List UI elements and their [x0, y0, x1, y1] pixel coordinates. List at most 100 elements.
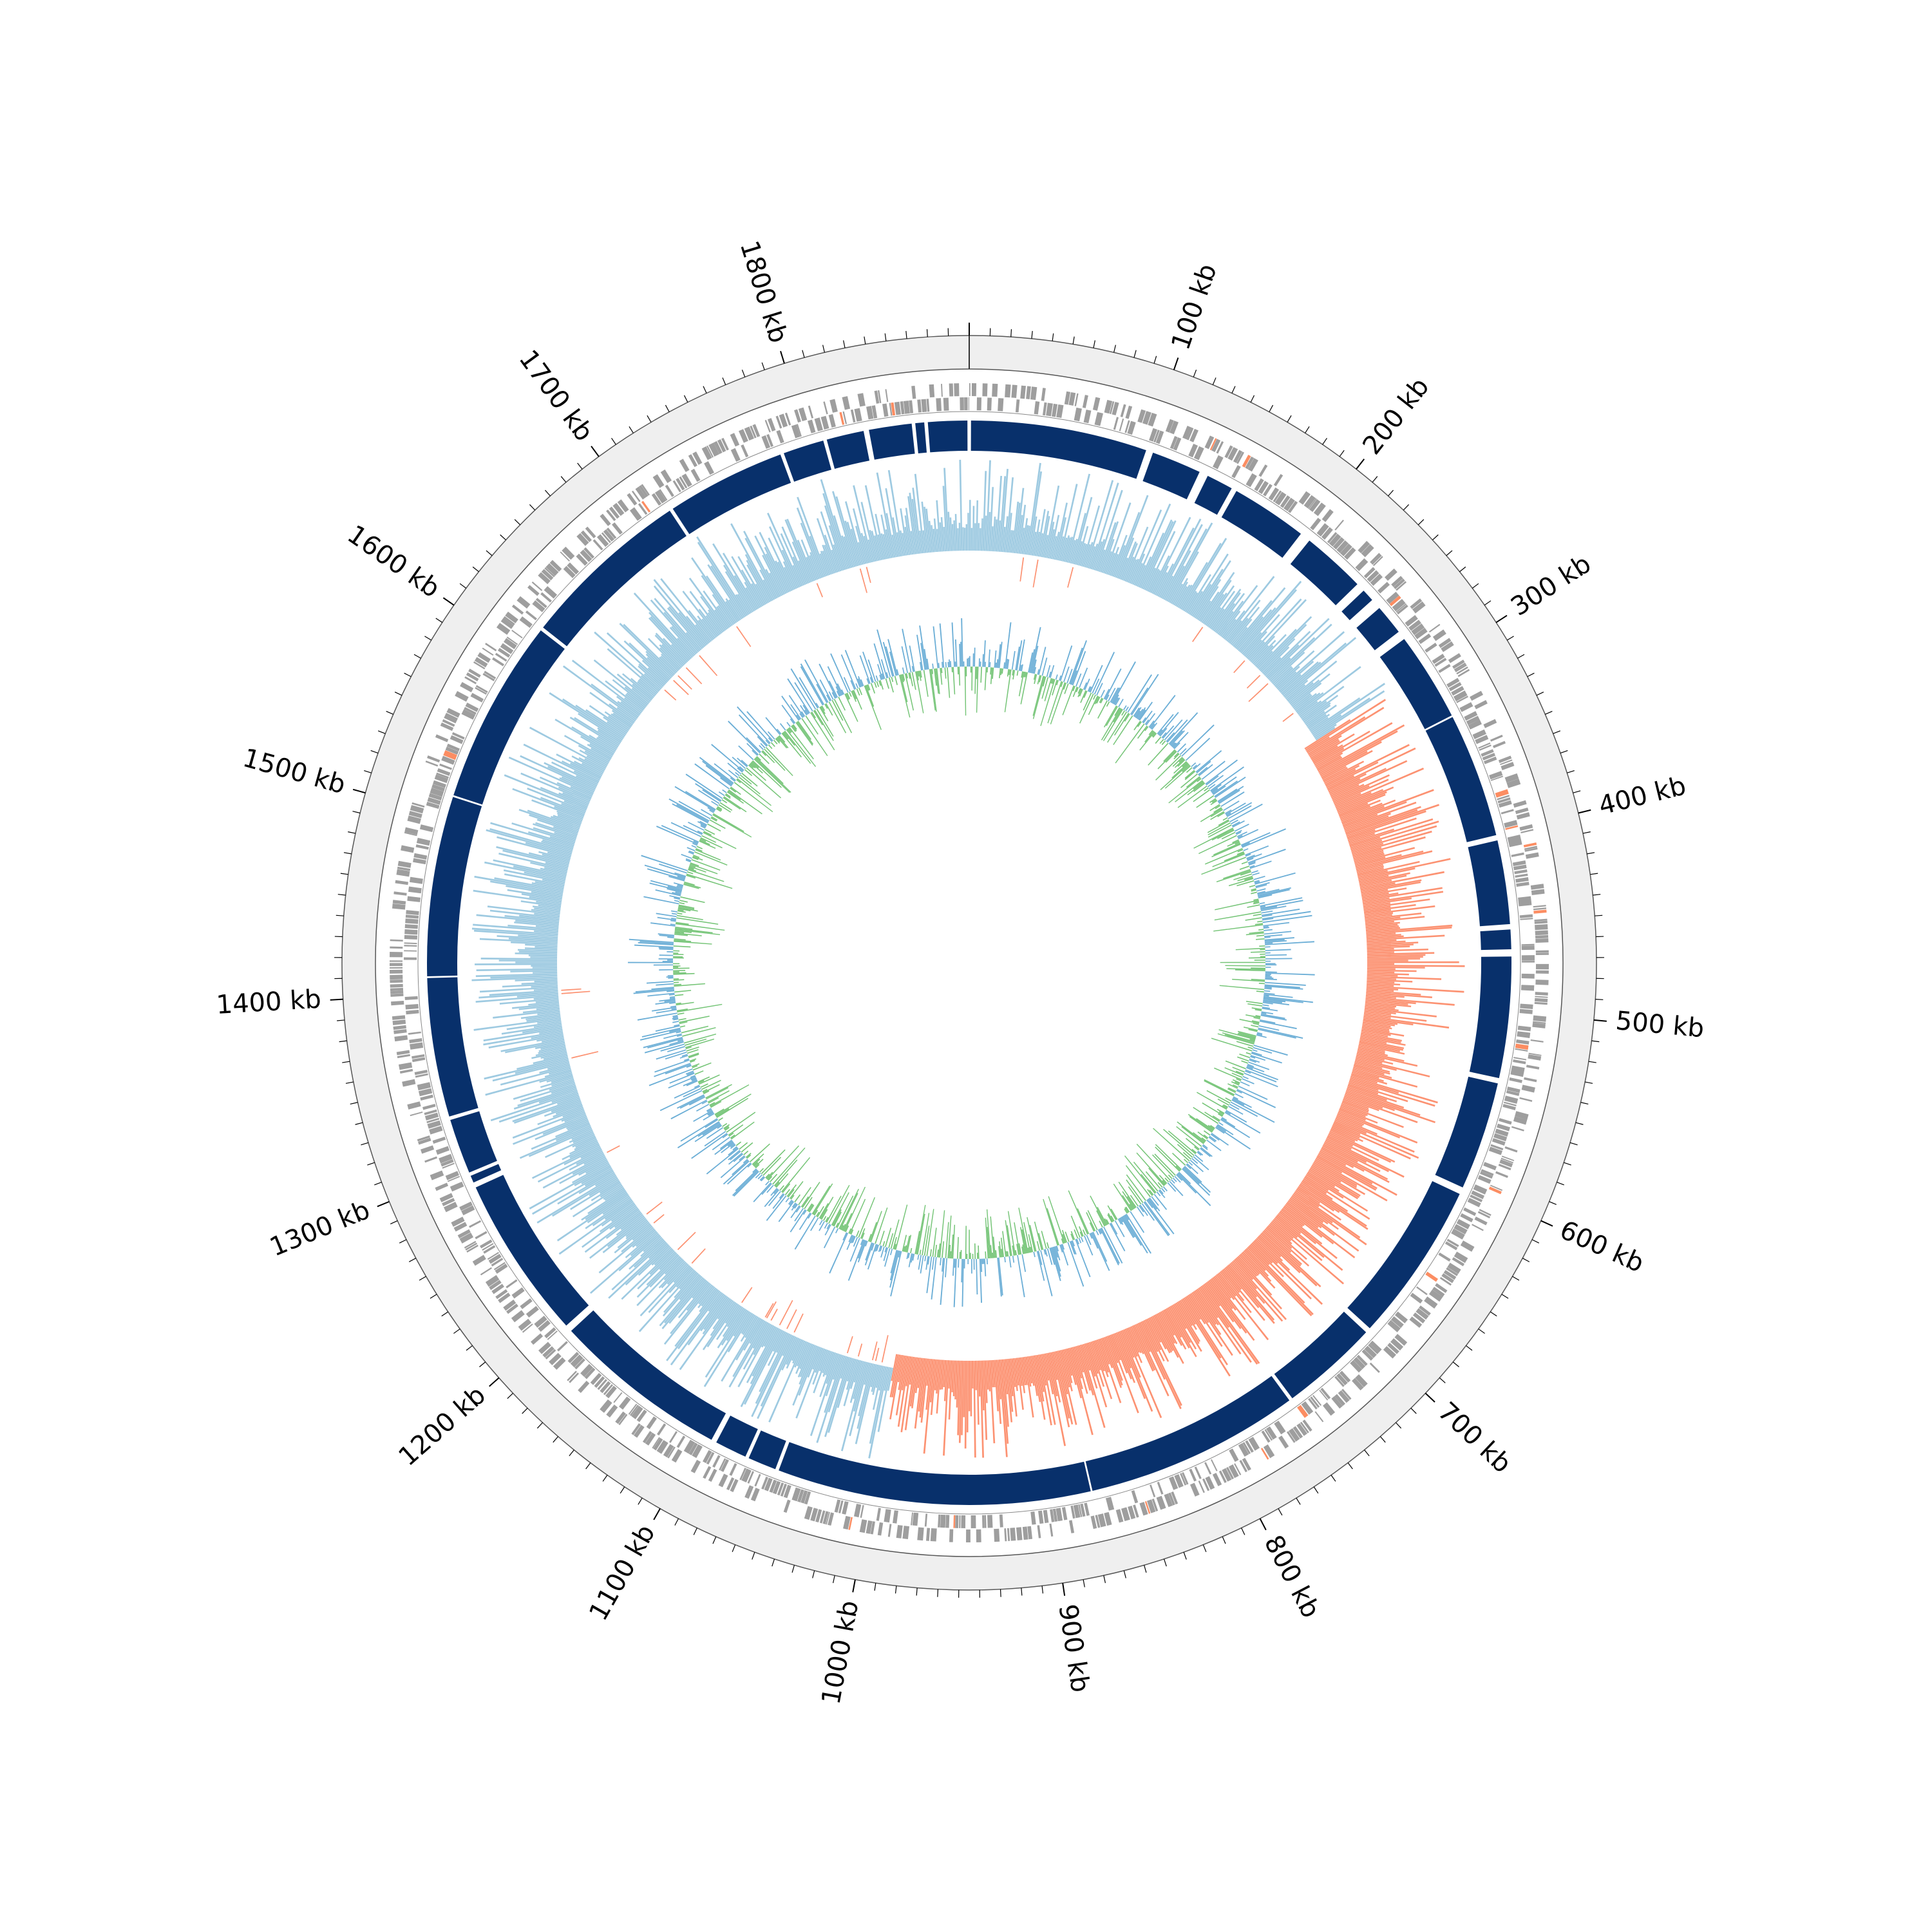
minor-tick: [1506, 636, 1514, 641]
minor-tick: [453, 1329, 460, 1334]
minor-tick: [386, 710, 393, 715]
aligned-block: [1274, 1311, 1367, 1399]
minor-tick: [1557, 1182, 1564, 1186]
major-tick: [1578, 809, 1591, 814]
minor-tick: [647, 415, 652, 422]
minor-tick: [514, 519, 521, 526]
minor-tick: [1588, 1061, 1596, 1063]
minor-tick: [1347, 1463, 1353, 1470]
minor-tick: [1522, 1258, 1530, 1262]
minor-tick: [864, 336, 866, 345]
major-tick: [780, 350, 785, 364]
minor-tick: [522, 1408, 528, 1414]
minor-tick: [1339, 450, 1345, 457]
tick-label: 200 kb: [1357, 372, 1435, 460]
gene-reverse-strand: [404, 397, 1535, 1529]
aligned-block: [915, 422, 927, 453]
minor-tick: [1512, 1276, 1520, 1281]
minor-tick: [1446, 550, 1453, 556]
major-tick: [352, 788, 366, 794]
minor-tick: [419, 1276, 426, 1281]
minor-tick: [1364, 1450, 1370, 1457]
minor-tick: [479, 1361, 486, 1367]
minor-tick: [430, 1294, 437, 1299]
aligned-block: [748, 1430, 786, 1470]
minor-tick: [1269, 404, 1274, 412]
gc-skew-negative: [561, 557, 1465, 1458]
minor-tick: [1587, 852, 1595, 855]
minor-tick: [336, 914, 344, 916]
minor-tick: [1553, 730, 1561, 734]
minor-tick: [1379, 1436, 1386, 1443]
aligned-block: [1221, 491, 1302, 558]
minor-tick: [404, 672, 412, 677]
aligned-blocks-track: [426, 421, 1511, 1506]
minor-tick: [348, 831, 356, 834]
gc-content-track: [627, 618, 1315, 1307]
tick-label: 1000 kb: [816, 1598, 864, 1707]
minor-tick: [486, 550, 493, 556]
minor-tick: [413, 654, 421, 659]
minor-tick: [569, 1450, 574, 1457]
aligned-block: [543, 511, 687, 647]
minor-tick: [1527, 672, 1535, 677]
minor-tick: [507, 1392, 513, 1399]
minor-tick: [466, 1345, 473, 1351]
major-tick: [653, 1508, 661, 1520]
minor-tick: [1585, 1081, 1593, 1084]
minor-tick: [1582, 831, 1591, 834]
aligned-block: [784, 440, 831, 482]
tick-label: 1800 kb: [734, 238, 793, 346]
minor-tick: [1490, 1311, 1497, 1317]
aligned-block: [1469, 956, 1511, 1079]
aligned-block: [927, 421, 968, 453]
minor-tick: [722, 377, 726, 385]
minor-tick: [611, 437, 616, 445]
major-tick: [330, 998, 343, 1001]
minor-tick: [812, 1570, 815, 1578]
minor-tick: [1472, 583, 1479, 589]
aligned-block: [1341, 591, 1372, 621]
minor-tick: [1278, 1508, 1283, 1516]
minor-tick: [1144, 1565, 1147, 1573]
minor-tick: [441, 1311, 449, 1317]
minor-tick: [1452, 1361, 1459, 1367]
minor-tick: [1478, 1329, 1485, 1334]
minor-tick: [1388, 489, 1394, 497]
minor-tick: [1331, 1475, 1336, 1482]
minor-tick: [1241, 1528, 1245, 1535]
major-tick: [1062, 1582, 1066, 1596]
aligned-block: [1379, 639, 1452, 730]
minor-tick: [374, 1182, 382, 1186]
tick-label: 1700 kb: [513, 345, 599, 447]
minor-tick: [390, 1220, 398, 1225]
minor-tick: [1590, 873, 1598, 875]
minor-tick: [1403, 504, 1410, 511]
aligned-block: [1435, 1076, 1498, 1188]
major-tick: [1593, 1019, 1607, 1022]
minor-tick: [772, 1558, 775, 1567]
aligned-block: [1480, 929, 1511, 951]
tick-label: 300 kb: [1506, 549, 1596, 621]
major-tick: [1356, 459, 1365, 470]
tick-label: 1100 kb: [583, 1520, 661, 1626]
minor-tick: [1153, 355, 1157, 364]
aligned-block: [427, 977, 478, 1117]
aligned-block: [1142, 452, 1200, 500]
minor-tick: [585, 1463, 591, 1470]
aligned-block: [1085, 1376, 1290, 1491]
major-tick: [852, 1579, 856, 1593]
minor-tick: [370, 750, 379, 754]
minor-tick: [500, 534, 506, 540]
aligned-block: [1290, 540, 1358, 605]
minor-tick: [1573, 790, 1581, 793]
tick-marks: [330, 323, 1607, 1598]
aligned-block: [826, 431, 870, 469]
minor-tick: [674, 1518, 679, 1526]
minor-tick: [1041, 1586, 1044, 1594]
major-tick: [1540, 1220, 1553, 1227]
major-tick: [591, 446, 600, 457]
aligned-block: [470, 1164, 502, 1183]
minor-tick: [791, 1565, 795, 1573]
minor-tick: [905, 330, 907, 339]
